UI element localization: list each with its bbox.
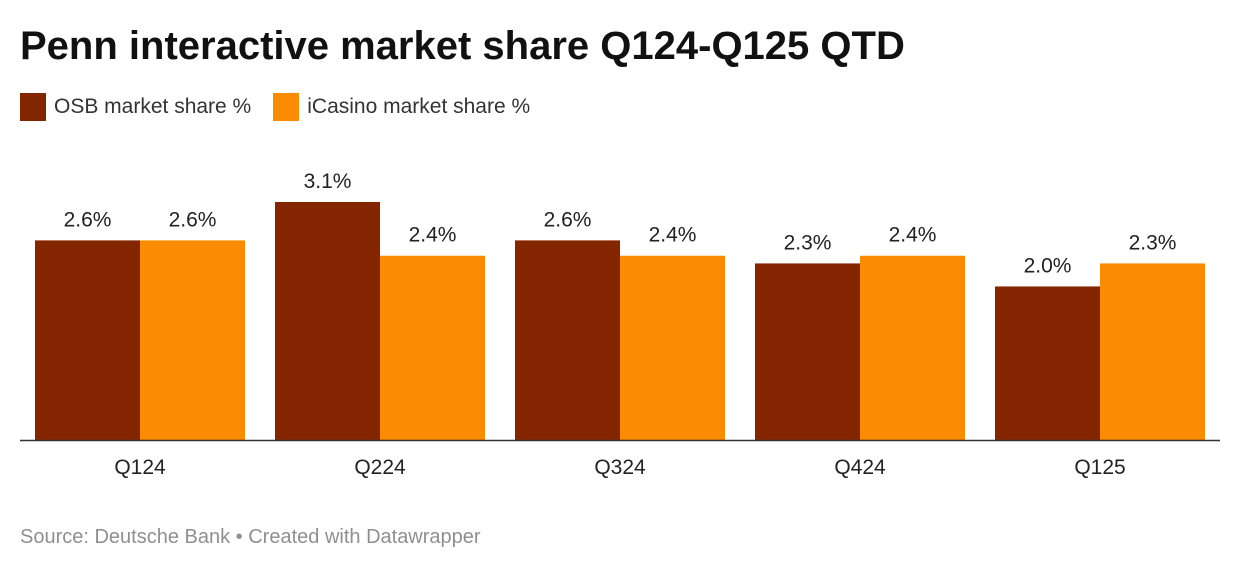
bar-icasino: [620, 255, 725, 440]
bar-icasino: [140, 240, 245, 440]
data-label: 2.6%: [544, 208, 592, 231]
bar-osb: [515, 240, 620, 440]
x-tick-label: Q125: [1074, 456, 1125, 479]
data-label: 2.3%: [1129, 231, 1177, 254]
bar-osb: [275, 202, 380, 440]
data-label: 2.0%: [1024, 254, 1072, 277]
data-label: 2.3%: [784, 231, 832, 254]
bar-icasino: [380, 255, 485, 440]
legend-item-osb: OSB market share %: [20, 93, 251, 121]
chart-title: Penn interactive market share Q124-Q125 …: [20, 24, 905, 68]
bar-osb: [35, 240, 140, 440]
bar-osb: [755, 263, 860, 440]
x-tick-label: Q324: [594, 456, 646, 479]
legend-item-icasino: iCasino market share %: [273, 93, 530, 121]
x-tick-label: Q224: [354, 456, 406, 479]
legend-swatch-osb: [20, 93, 46, 121]
data-label: 2.4%: [649, 224, 697, 247]
source-note: Source: Deutsche Bank • Created with Dat…: [20, 526, 481, 548]
legend: OSB market share % iCasino market share …: [20, 92, 552, 122]
bar-icasino: [1100, 263, 1205, 440]
data-label: 2.4%: [409, 224, 457, 247]
data-label: 2.6%: [64, 208, 112, 231]
x-tick-label: Q124: [114, 456, 166, 479]
legend-label-osb: OSB market share %: [54, 95, 252, 118]
x-tick-label: Q424: [834, 456, 886, 479]
bar-icasino: [860, 255, 965, 440]
bar-osb: [995, 286, 1100, 440]
legend-swatch-icasino: [273, 93, 300, 121]
data-label: 3.1%: [304, 170, 352, 193]
legend-label-icasino: iCasino market share %: [307, 95, 531, 118]
data-label: 2.6%: [169, 208, 217, 231]
data-label: 2.4%: [889, 224, 937, 247]
